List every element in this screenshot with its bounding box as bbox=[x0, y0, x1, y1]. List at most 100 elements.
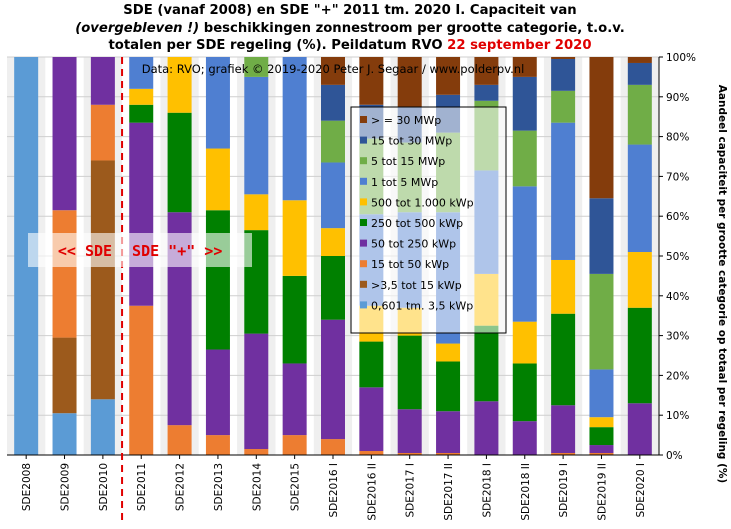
bar-segment bbox=[52, 210, 77, 338]
legend-label: 0,601 tm. 3,5 kWp bbox=[371, 299, 473, 312]
legend-swatch bbox=[360, 301, 367, 309]
bar-segment bbox=[282, 435, 307, 455]
bar-segment bbox=[321, 319, 345, 440]
bar-segment bbox=[359, 341, 384, 388]
y-tick-label: 100% bbox=[666, 52, 696, 64]
x-tick-label: SDE2012 bbox=[175, 463, 187, 511]
x-tick-label: SDE2015 bbox=[290, 463, 302, 511]
x-tick-label: SDE2014 bbox=[251, 463, 263, 511]
bar-segment bbox=[167, 112, 192, 213]
bar-segment bbox=[321, 439, 345, 455]
bar-segment bbox=[589, 57, 614, 199]
bar-segment bbox=[436, 57, 461, 95]
bar-segment bbox=[627, 144, 652, 253]
legend-swatch bbox=[360, 136, 367, 144]
chart-subtitle: Data: RVO; grafiek © 2019-2020 Peter J. … bbox=[142, 62, 525, 76]
bar-segment bbox=[436, 343, 461, 362]
x-tick-label: SDE2011 bbox=[136, 463, 148, 511]
bar-segment bbox=[359, 57, 384, 105]
bar-segment bbox=[589, 273, 614, 370]
bar-segment bbox=[205, 148, 230, 211]
legend-swatch bbox=[360, 280, 367, 288]
bar-segment bbox=[397, 453, 422, 455]
bar-segment bbox=[244, 76, 269, 195]
bar-segment bbox=[474, 401, 499, 455]
bar-segment bbox=[512, 363, 537, 422]
bar-segment bbox=[90, 399, 115, 455]
bar-segment bbox=[627, 62, 652, 85]
bar-segment bbox=[512, 130, 537, 187]
bar-segment bbox=[551, 405, 576, 454]
y-tick-label: 80% bbox=[666, 132, 689, 144]
legend-swatch bbox=[360, 157, 367, 165]
bar-segment bbox=[321, 84, 345, 121]
bar-segment bbox=[512, 57, 537, 77]
bar-segment bbox=[436, 411, 461, 454]
bar-segment bbox=[359, 387, 384, 452]
bar-segment bbox=[321, 120, 345, 163]
y-tick-label: 10% bbox=[666, 410, 689, 422]
bar-segment bbox=[551, 57, 576, 59]
bar-segment bbox=[90, 104, 115, 161]
bar-segment bbox=[52, 337, 77, 414]
bar-segment bbox=[129, 88, 154, 105]
legend-label: 250 tot 500 kWp bbox=[371, 217, 463, 230]
x-tick-label: SDE2013 bbox=[213, 463, 225, 511]
sde-plus-label: SDE "+" >> bbox=[132, 242, 222, 260]
bar-segment bbox=[52, 57, 77, 211]
bar-segment bbox=[436, 361, 461, 412]
bar-segment bbox=[244, 57, 269, 77]
legend-swatch bbox=[360, 219, 367, 226]
bar-segment bbox=[244, 333, 269, 450]
bar-segment bbox=[551, 122, 576, 260]
title-line-3: totalen per SDE regeling (%). Peildatum … bbox=[0, 37, 700, 55]
title-line-3-text: totalen per SDE regeling (%). Peildatum … bbox=[108, 38, 448, 53]
x-tick-label: SDE2020 I bbox=[635, 463, 647, 518]
bar-segment bbox=[244, 194, 269, 231]
bar-segment bbox=[627, 403, 652, 455]
bar-segment bbox=[627, 252, 652, 308]
bar-segment bbox=[167, 57, 192, 113]
bar-segment bbox=[436, 453, 461, 455]
title-line-2: (overgebleven !) beschikkingen zonnestro… bbox=[0, 20, 700, 38]
x-tick-label: SDE2016 I bbox=[328, 463, 340, 518]
x-tick-label: SDE2017 II bbox=[443, 463, 455, 521]
x-tick-label: SDE2019 I bbox=[558, 463, 570, 518]
y-tick-label: 40% bbox=[666, 291, 689, 303]
y-tick-label: 70% bbox=[666, 171, 689, 183]
bar-segment bbox=[589, 445, 614, 454]
title-line-2-rest: beschikkingen zonnestroom per grootte ca… bbox=[199, 20, 625, 36]
legend-label: 500 tot 1.000 kWp bbox=[371, 196, 474, 209]
bar-segment bbox=[129, 305, 154, 455]
bar-segment bbox=[397, 57, 422, 107]
y-axis-title: Aandeel capaciteit per grootte categorie… bbox=[716, 85, 728, 483]
legend-box bbox=[350, 106, 507, 334]
legend-label: 50 tot 250 kWp bbox=[371, 238, 456, 251]
bar-segment bbox=[551, 453, 576, 455]
bar-segment bbox=[282, 200, 307, 276]
bar-segment bbox=[551, 90, 576, 123]
bar-segment bbox=[129, 104, 154, 123]
bar-segment bbox=[359, 451, 384, 455]
bar-segment bbox=[589, 198, 614, 274]
bar-segment bbox=[282, 363, 307, 436]
bar-segment bbox=[321, 162, 345, 229]
y-tick-label: 60% bbox=[666, 211, 689, 223]
bar-segment bbox=[627, 84, 652, 145]
bar-segment bbox=[512, 421, 537, 455]
bar-segment bbox=[244, 449, 269, 455]
bar-segment bbox=[205, 435, 230, 455]
legend-swatch bbox=[360, 177, 367, 185]
legend-label: 15 tot 50 kWp bbox=[371, 258, 449, 271]
y-tick-label: 0% bbox=[666, 450, 683, 462]
bar-segment bbox=[589, 453, 614, 455]
x-tick-label: SDE2010 bbox=[98, 463, 110, 511]
y-tick-label: 50% bbox=[666, 251, 689, 263]
annotation-band bbox=[28, 233, 252, 267]
sde-label: << SDE bbox=[58, 242, 112, 260]
title-date: 22 september 2020 bbox=[447, 38, 592, 53]
bar-segment bbox=[512, 321, 537, 364]
x-tick-label: SDE2016 II bbox=[366, 463, 378, 521]
x-tick-label: SDE2018 I bbox=[481, 463, 493, 518]
bar-segment bbox=[129, 57, 154, 89]
